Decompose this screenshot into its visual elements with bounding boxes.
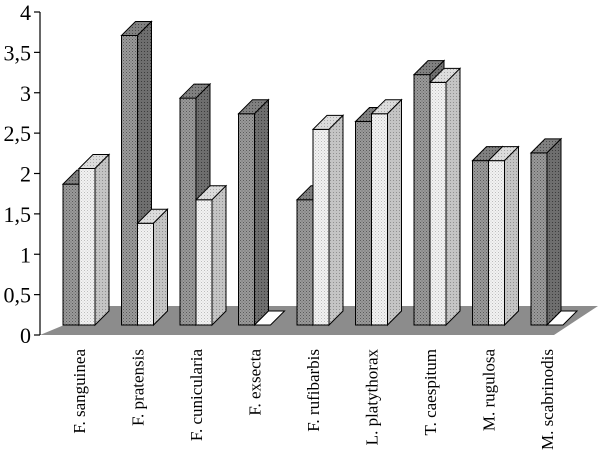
bar-front	[179, 97, 197, 326]
zero-bar-top	[545, 310, 579, 326]
bar-front	[355, 121, 372, 326]
x-category-label: M. scabrinodis	[538, 349, 557, 450]
bar-front	[195, 199, 213, 326]
bar-side	[445, 67, 461, 327]
bar-front	[62, 183, 80, 326]
bar-side	[387, 98, 402, 327]
bars-group	[61, 20, 579, 327]
x-category-label: L. platythorax	[363, 349, 382, 446]
y-tick-label: 0	[20, 323, 31, 348]
bar-s2-1	[136, 208, 169, 327]
y-tick-label: 1	[20, 242, 31, 267]
bar-side	[94, 153, 110, 327]
bar-front	[371, 113, 388, 326]
bar-s2-8	[545, 310, 579, 326]
bar-s2-4	[311, 114, 345, 327]
bar-front	[137, 222, 154, 326]
bar-front	[530, 152, 548, 326]
bar-s2-7	[487, 145, 520, 327]
bar-s2-3	[253, 310, 286, 326]
y-tick-label: 2	[20, 162, 31, 187]
bar-s2-5	[370, 98, 403, 327]
bar-side	[546, 137, 562, 327]
bar-side	[211, 184, 227, 327]
bar-front	[472, 160, 489, 326]
bar-front	[78, 168, 96, 326]
x-category-label: T. caespitum	[421, 349, 440, 436]
y-tick-label: 0,5	[4, 283, 32, 308]
x-category-label: F. cunicularia	[187, 349, 206, 442]
y-tick-label: 4	[20, 0, 31, 25]
y-tick-label: 1,5	[4, 202, 32, 227]
x-category-label: F. sanguinea	[70, 349, 89, 434]
x-category-label: M. rugulosa	[480, 349, 499, 432]
category-labels: F. sanguinea F. pratensis F. cunicularia F.…	[70, 349, 557, 451]
x-category-label: F. rufibarbis	[304, 349, 323, 432]
bar-side	[254, 98, 269, 327]
bar-s1-8	[529, 137, 563, 327]
y-tick-label: 3,5	[4, 40, 32, 65]
x-category-label: F. pratensis	[129, 349, 148, 426]
bar-front	[429, 81, 447, 326]
x-category-label: F. exsecta	[246, 349, 265, 416]
bar-s1-3	[237, 98, 270, 327]
bar-front	[121, 34, 138, 326]
bar-front	[296, 199, 314, 326]
zero-bar-top	[253, 310, 286, 326]
bar-s2-2	[194, 184, 228, 327]
bar-s2-6	[428, 67, 462, 327]
bar-side	[504, 145, 519, 327]
bar-side	[328, 114, 344, 327]
bar-front	[488, 160, 505, 326]
bar-side	[153, 208, 168, 327]
y-axis: 0 0,5 1 1,5 2 2,5 3 3,5 4	[4, 0, 41, 348]
bar-front	[312, 128, 330, 326]
bar-s2-0	[77, 153, 111, 327]
bar-front	[413, 74, 431, 326]
y-tick-label: 2,5	[4, 121, 32, 146]
bar-front	[238, 113, 255, 326]
y-tick-label: 3	[20, 81, 31, 106]
